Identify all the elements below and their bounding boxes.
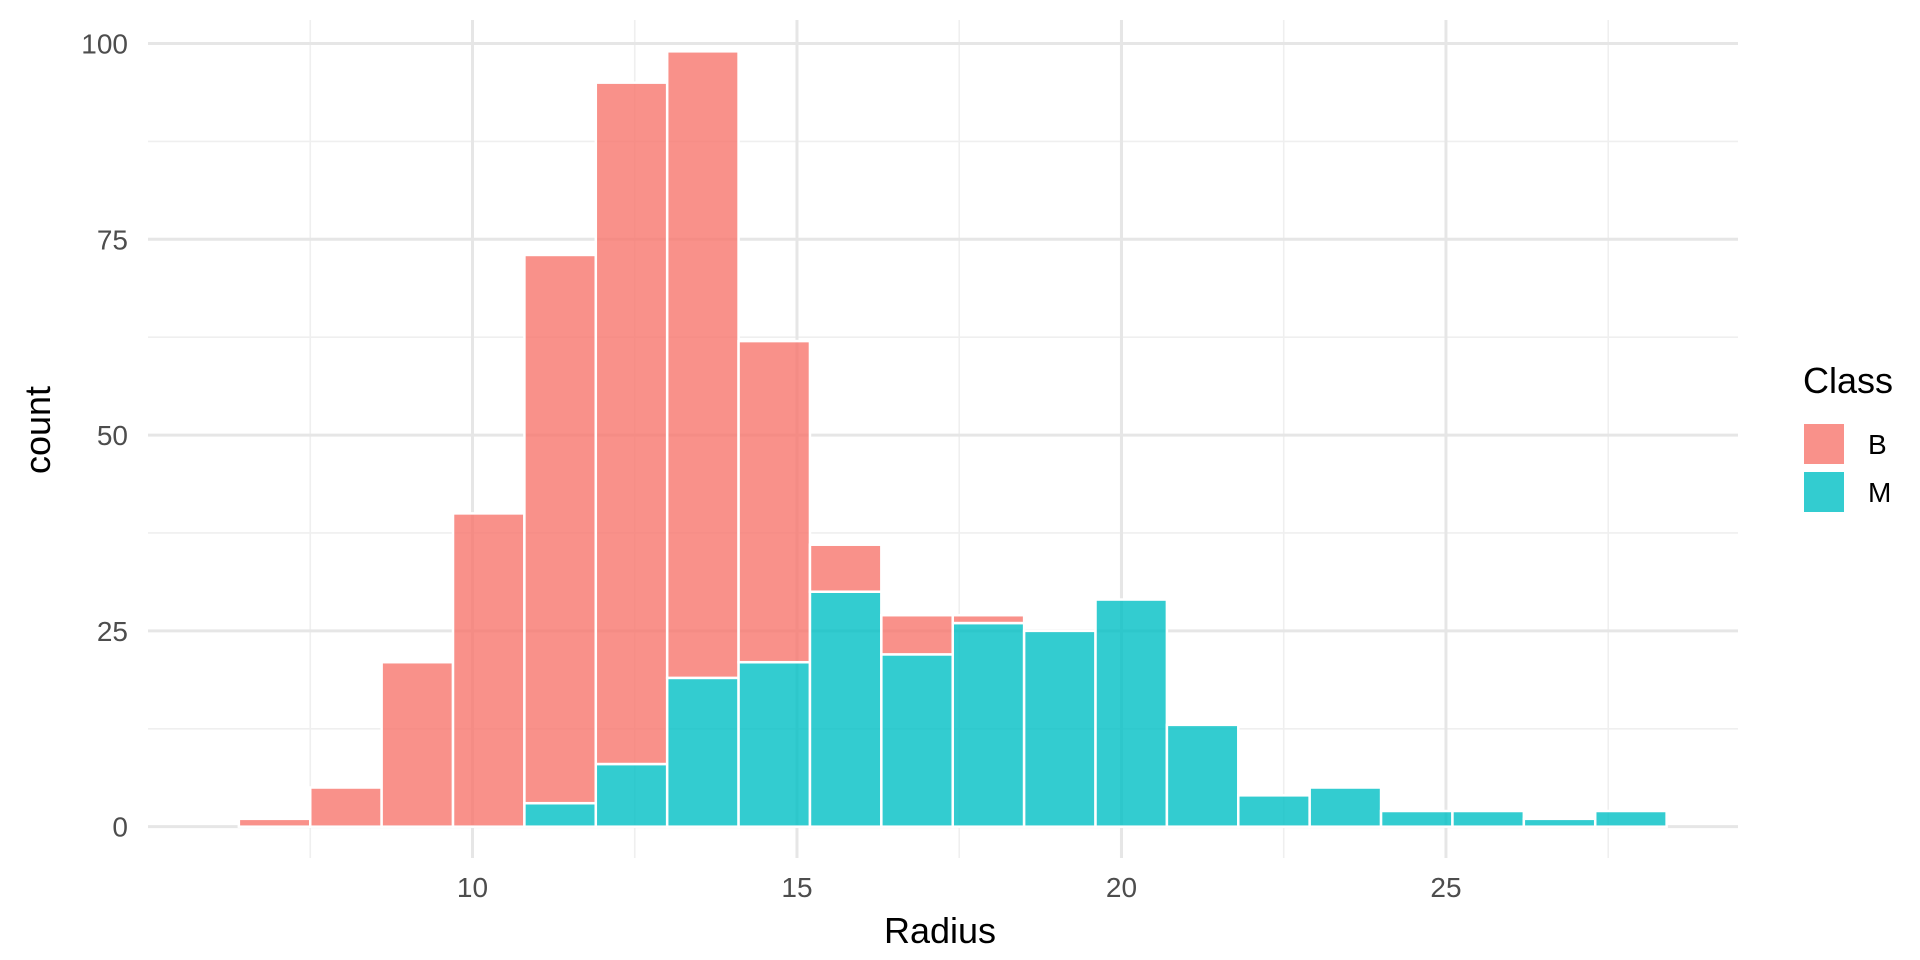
bar-m	[1308, 786, 1383, 828]
bar-b	[380, 660, 455, 828]
bar-m	[523, 801, 598, 828]
y-tick-label: 0	[112, 812, 128, 843]
y-axis-ticks: 0 25 50 75 100	[81, 28, 128, 842]
legend: Class B M	[1803, 360, 1893, 512]
bar-m	[1522, 817, 1597, 828]
bar-b	[594, 81, 669, 766]
legend-title: Class	[1803, 360, 1893, 401]
bar-b	[951, 613, 1026, 625]
bar-m	[737, 660, 812, 828]
bar-m	[594, 762, 669, 828]
x-tick-label: 10	[457, 872, 488, 903]
bar-b	[523, 253, 598, 805]
x-tick-label: 20	[1106, 872, 1137, 903]
bar-b	[665, 50, 740, 680]
bar-m	[1165, 723, 1240, 828]
legend-label-b: B	[1868, 429, 1887, 460]
bar-b	[451, 512, 526, 828]
bar-m	[808, 590, 883, 828]
legend-label-m: M	[1868, 477, 1891, 508]
bar-m	[880, 653, 954, 828]
bar-m	[1451, 809, 1526, 828]
bar-m	[1379, 809, 1454, 828]
bar-b	[308, 786, 383, 828]
bar-m	[665, 676, 740, 828]
bar-m	[1593, 809, 1668, 828]
bar-m	[951, 621, 1026, 828]
bar-b	[237, 817, 312, 828]
histogram-bars	[237, 50, 1668, 828]
bar-b	[880, 613, 954, 656]
bar-m	[1094, 598, 1169, 828]
bar-m	[1022, 629, 1097, 828]
bar-b	[737, 339, 812, 664]
y-tick-label: 100	[81, 28, 128, 59]
legend-key-m	[1804, 472, 1844, 512]
x-axis-ticks: 10 15 20 25	[457, 872, 1462, 903]
x-tick-label: 25	[1430, 872, 1461, 903]
y-tick-label: 25	[97, 616, 128, 647]
y-tick-label: 50	[97, 420, 128, 451]
legend-key-b	[1804, 424, 1844, 464]
bar-m	[1237, 794, 1311, 828]
bar-b	[808, 543, 883, 593]
x-axis-title: Radius	[884, 910, 996, 951]
x-tick-label: 15	[781, 872, 812, 903]
y-axis-title: count	[17, 386, 58, 474]
y-tick-label: 75	[97, 224, 128, 255]
